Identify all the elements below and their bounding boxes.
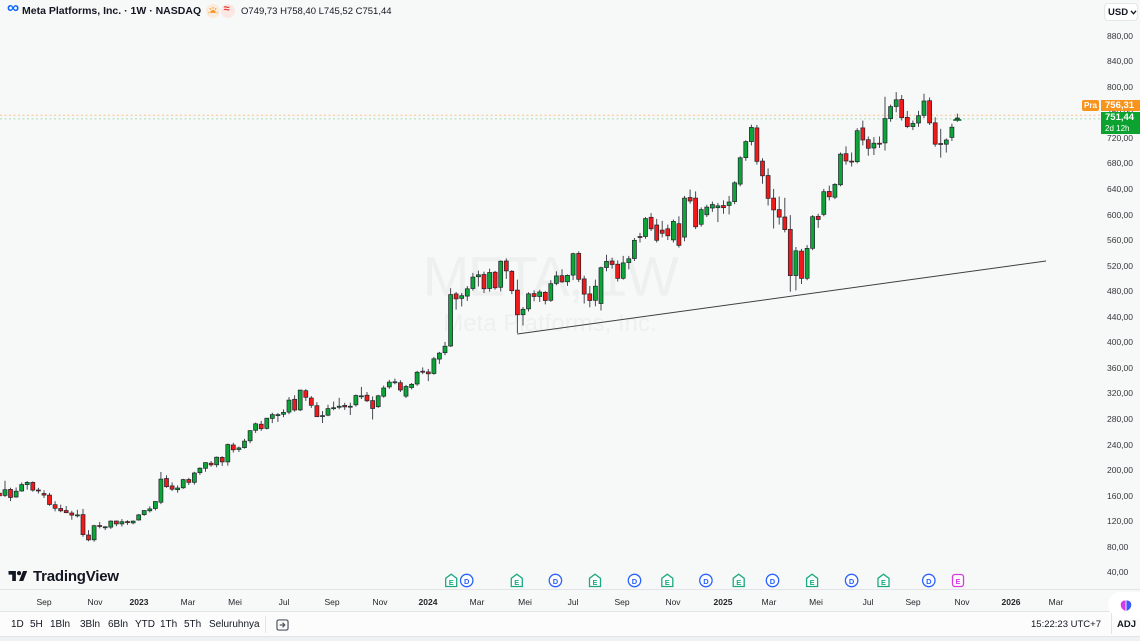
svg-text:E: E: [665, 578, 670, 587]
svg-text:E: E: [810, 578, 815, 587]
svg-text:E: E: [955, 577, 960, 586]
svg-text:E: E: [592, 578, 597, 587]
svg-text:E: E: [881, 578, 886, 587]
svg-text:D: D: [703, 577, 709, 586]
svg-text:D: D: [849, 577, 855, 586]
svg-text:D: D: [770, 577, 776, 586]
svg-text:E: E: [736, 578, 741, 587]
svg-text:D: D: [553, 577, 559, 586]
svg-text:D: D: [632, 577, 638, 586]
svg-text:E: E: [514, 578, 519, 587]
svg-text:D: D: [464, 577, 470, 586]
svg-text:D: D: [926, 577, 932, 586]
svg-text:E: E: [449, 578, 454, 587]
